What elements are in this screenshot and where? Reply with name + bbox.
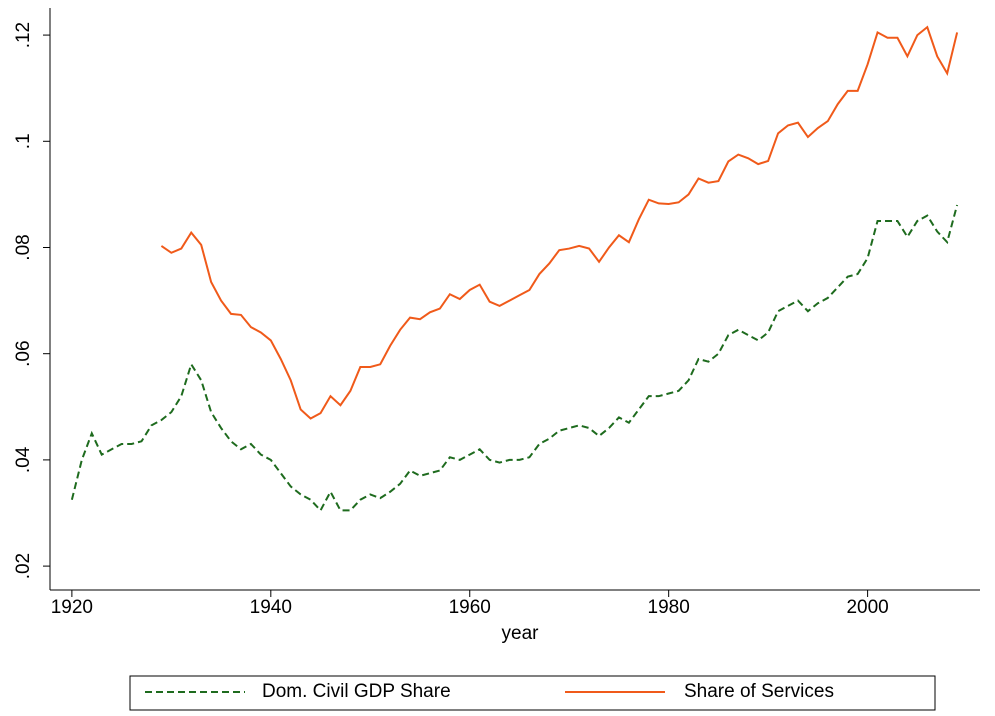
x-tick-label: 1920 <box>51 597 93 618</box>
y-tick-label: .12 <box>13 22 34 48</box>
y-tick-label: .04 <box>13 446 34 473</box>
y-tick-label: .08 <box>13 234 34 260</box>
x-axis-label: year <box>502 623 540 644</box>
series-line <box>70 204 959 513</box>
x-tick-label: 2000 <box>846 597 888 618</box>
y-tick-label: .1 <box>13 133 34 149</box>
y-tick-label: .06 <box>13 340 34 366</box>
legend-label: Dom. Civil GDP Share <box>262 681 451 702</box>
y-tick-label: .02 <box>13 553 34 579</box>
legend-label: Share of Services <box>684 681 834 702</box>
x-tick-label: 1960 <box>449 597 491 618</box>
x-tick-label: 1940 <box>250 597 292 618</box>
legend-box <box>129 675 936 711</box>
x-tick-label: 1980 <box>648 597 690 618</box>
series-line <box>160 25 959 420</box>
